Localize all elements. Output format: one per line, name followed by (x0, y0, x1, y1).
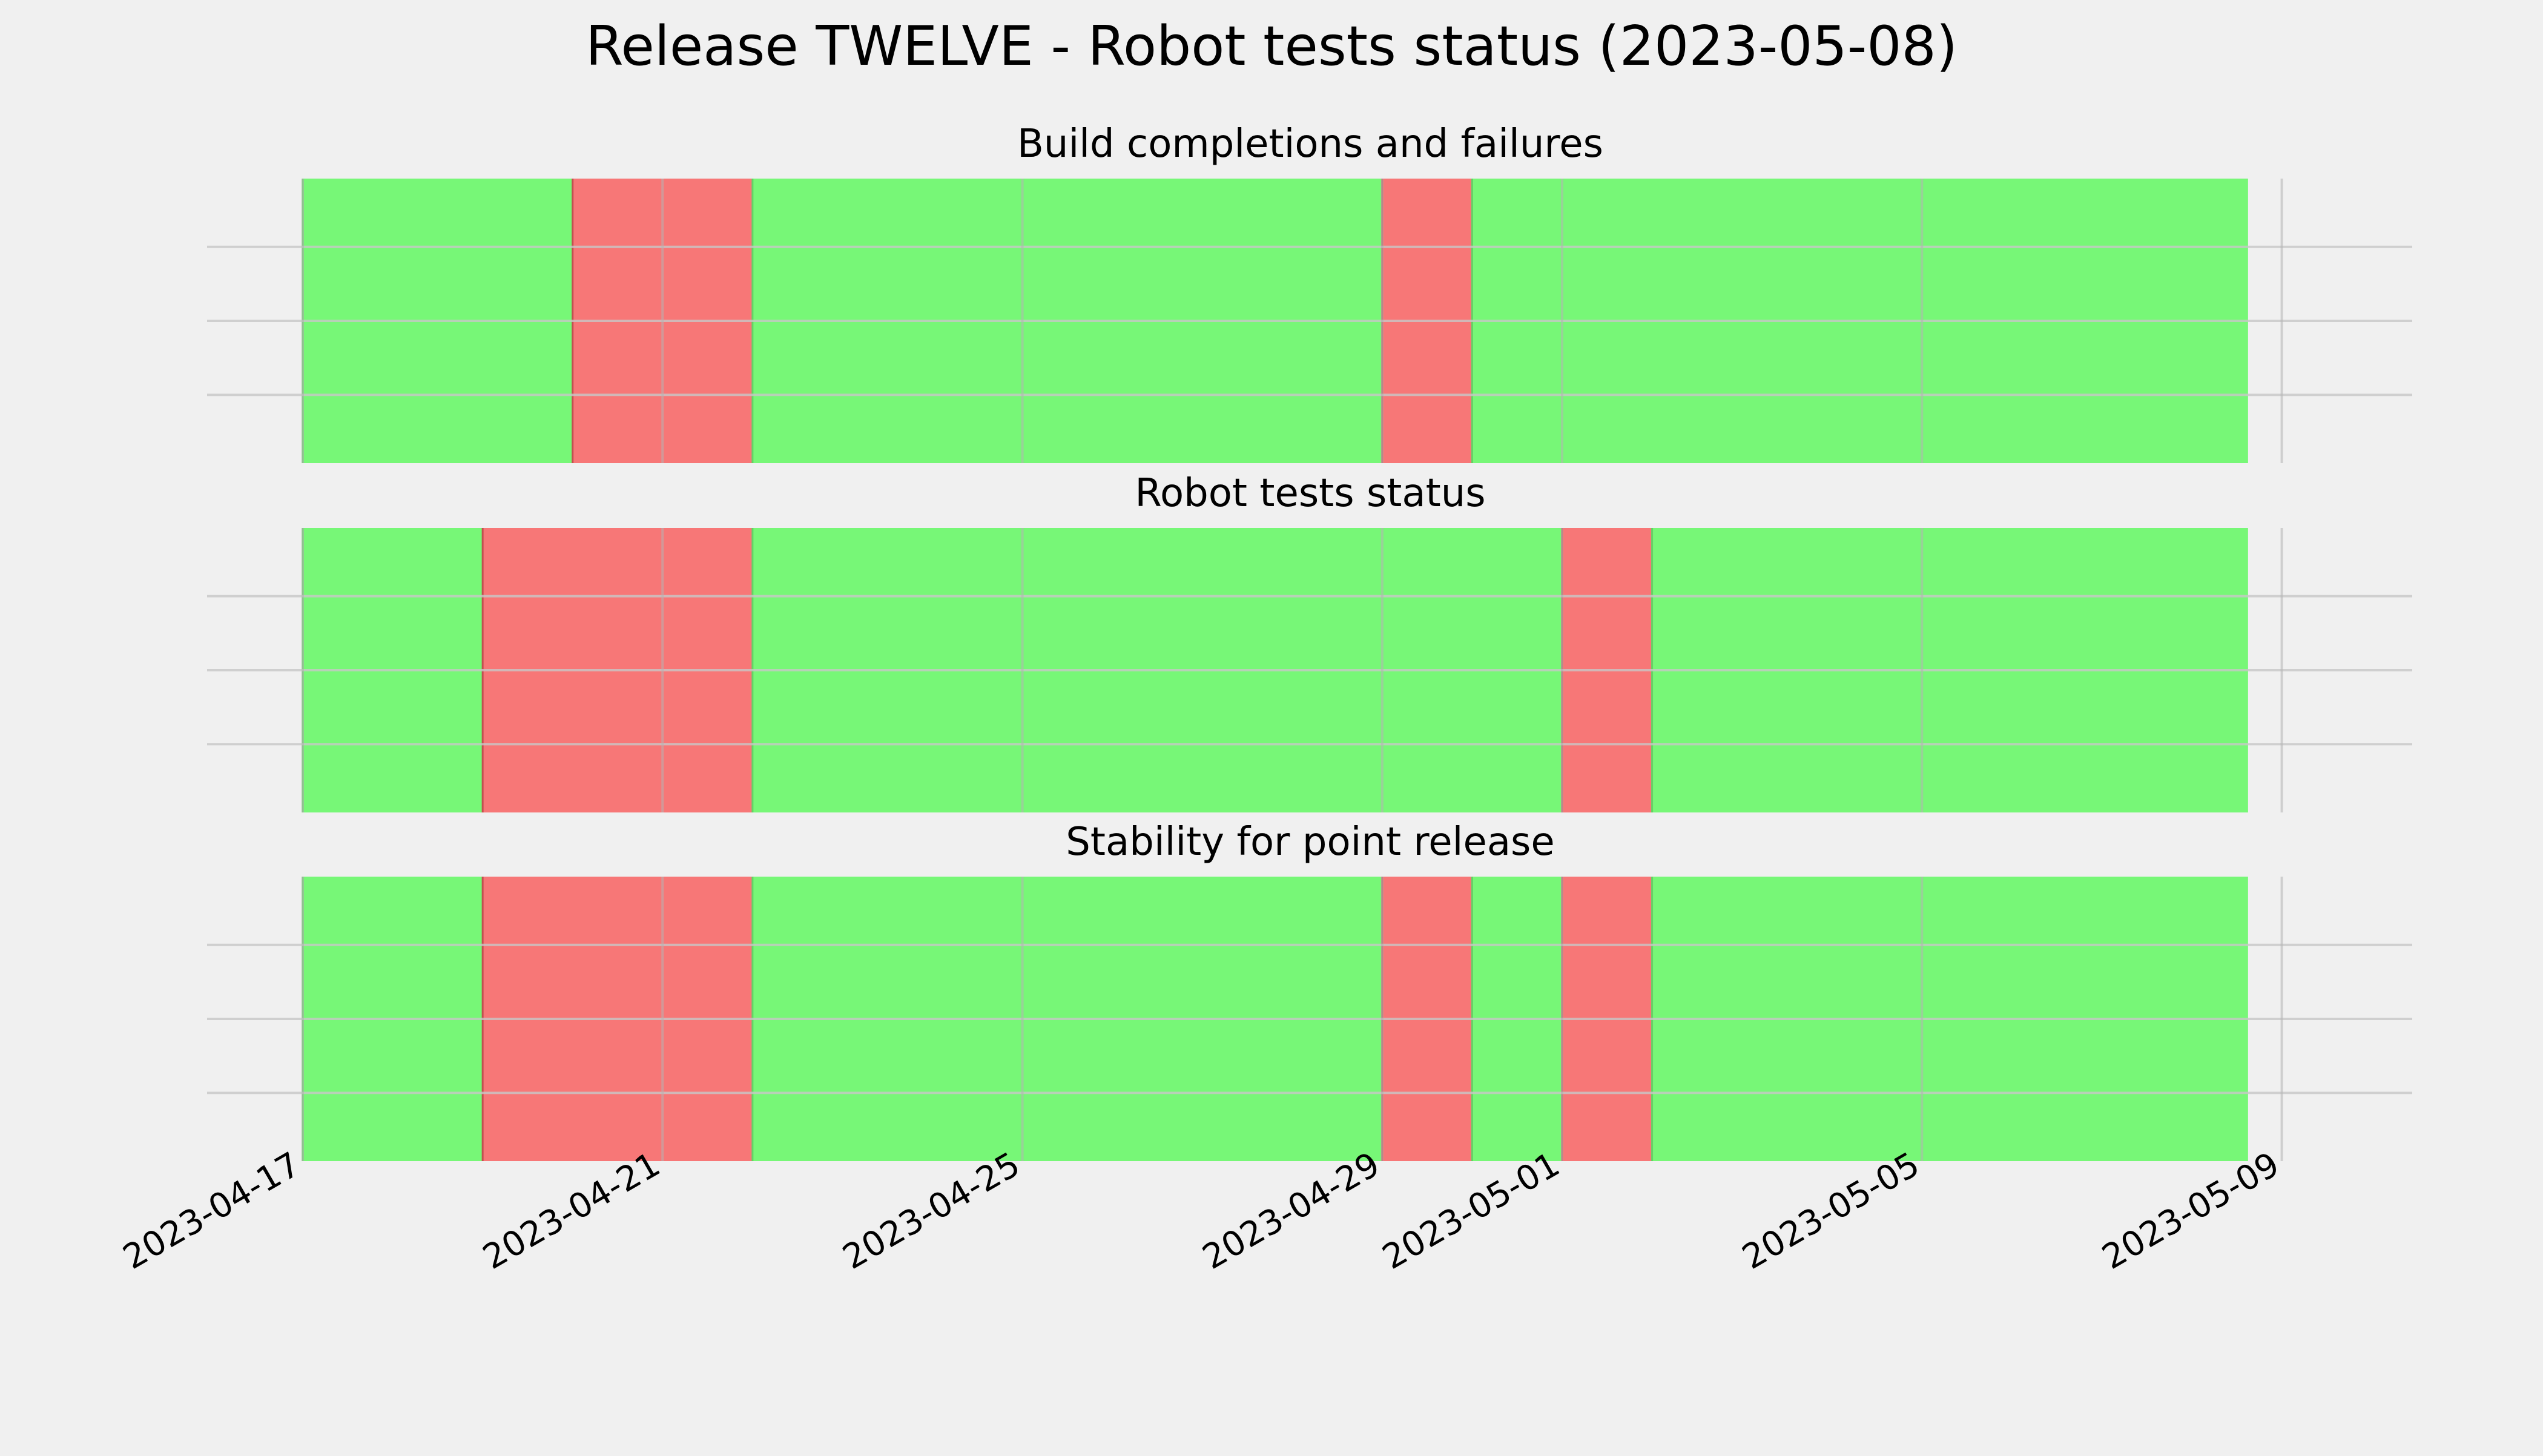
x-tick-label: 2023-05-01 (1376, 1145, 1566, 1277)
panel-title: Robot tests status (1135, 471, 1485, 516)
x-tick-label: 2023-04-29 (1196, 1145, 1387, 1277)
chart-title: Release TWELVE - Robot tests status (202… (585, 15, 1958, 78)
panel-title: Stability for point release (1066, 820, 1555, 865)
panel-2: Robot tests status (207, 471, 2412, 812)
panels-layer: Build completions and failures Robot test… (207, 122, 2412, 1161)
panel-1: Build completions and failures (207, 122, 2412, 463)
x-tick-label: 2023-05-09 (2096, 1145, 2286, 1277)
x-tick-label: 2023-04-25 (836, 1145, 1026, 1277)
panel-title: Build completions and failures (1017, 122, 1603, 166)
x-tick-label: 2023-05-05 (1736, 1145, 1926, 1277)
x-tick-label: 2023-04-21 (477, 1145, 667, 1277)
x-axis: 2023-04-17 2023-04-21 2023-04-25 2023-04-29… (117, 1145, 2286, 1277)
x-tick-label: 2023-04-17 (117, 1145, 307, 1277)
panel-3: Stability for point release (207, 820, 2412, 1161)
